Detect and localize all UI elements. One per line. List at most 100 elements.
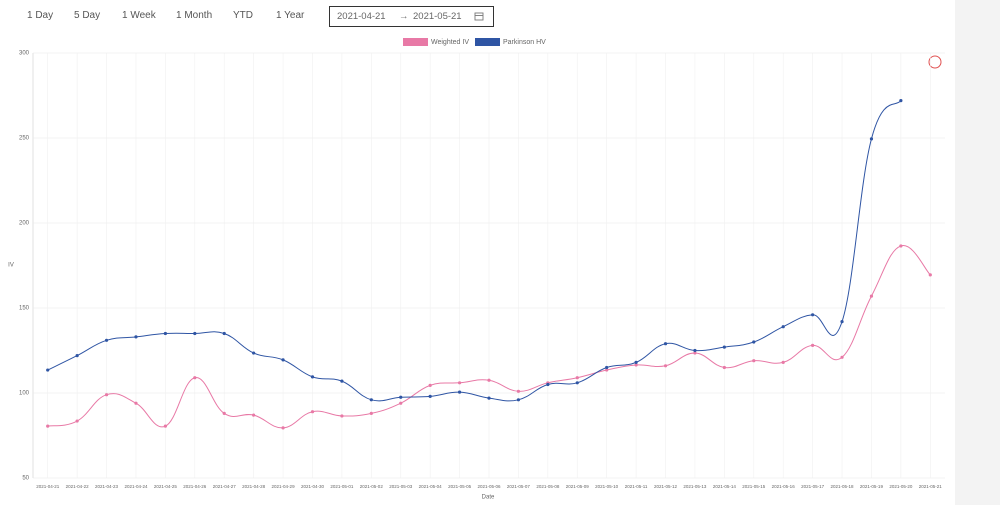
x-tick-label: 2021-04-22 xyxy=(66,484,90,489)
chart: IV Date 50 100 150 200 250 300 2021-04-21 2021-… xyxy=(8,38,945,501)
point xyxy=(369,411,373,415)
point xyxy=(46,368,50,372)
point xyxy=(310,410,315,414)
y-tick-label: 50 xyxy=(22,476,29,482)
point xyxy=(634,363,638,367)
point xyxy=(546,382,550,387)
point xyxy=(605,368,609,372)
y-tick-label: 200 xyxy=(19,221,30,227)
point xyxy=(781,360,785,364)
range-button[interactable]: 1 Month xyxy=(176,10,213,21)
x-tick-label: 2021-05-11 xyxy=(625,484,648,489)
point xyxy=(811,313,815,317)
point xyxy=(104,338,109,342)
x-tick-label: 2021-04-30 xyxy=(301,484,325,489)
x-tick-label: 2021-04-23 xyxy=(95,484,119,489)
point xyxy=(605,365,609,370)
separator: → xyxy=(399,11,409,22)
x-tick-label: 2021-04-24 xyxy=(124,484,148,489)
x-tick-label: 2021-04-21 xyxy=(36,484,60,489)
point xyxy=(752,340,756,344)
x-tick-label: 2021-05-06 xyxy=(477,484,501,489)
point xyxy=(369,398,373,402)
point xyxy=(222,411,226,415)
legend-swatch xyxy=(475,38,500,46)
point xyxy=(46,424,50,428)
point xyxy=(663,342,668,346)
x-tick-label: 2021-05-04 xyxy=(419,484,443,489)
point xyxy=(722,365,726,370)
legend-label: Parkinson HV xyxy=(503,39,546,46)
legend-label: Weighted IV xyxy=(431,39,469,46)
x-tick-label: 2021-05-16 xyxy=(772,484,796,489)
point xyxy=(281,426,285,430)
x-tick-label: 2021-05-14 xyxy=(713,484,737,489)
point xyxy=(428,383,432,387)
point xyxy=(516,398,521,402)
date-range[interactable]: 2021-04-21 → 2021-05-21 xyxy=(329,6,494,27)
point xyxy=(193,331,197,336)
point xyxy=(722,345,726,349)
point xyxy=(752,359,756,363)
x-axis-title: Date xyxy=(482,495,495,501)
point xyxy=(899,244,903,248)
point xyxy=(163,424,167,428)
x-tick-label: 2021-05-20 xyxy=(889,484,913,489)
point xyxy=(781,325,785,329)
y-tick-label: 300 xyxy=(19,51,30,57)
point xyxy=(281,358,285,362)
x-tick-label: 2021-05-03 xyxy=(389,484,413,489)
range-button[interactable]: 1 Week xyxy=(122,10,156,21)
point xyxy=(516,389,521,393)
point xyxy=(252,413,256,417)
x-tick-label: 2021-04-27 xyxy=(213,484,237,489)
point xyxy=(104,393,109,397)
x-tick-label: 2021-05-10 xyxy=(595,484,619,489)
x-tick-label: 2021-05-12 xyxy=(654,484,678,489)
range-button[interactable]: 1 Year xyxy=(276,10,305,21)
y-tick-label: 250 xyxy=(19,136,30,142)
range-button[interactable]: 1 Day xyxy=(27,10,54,21)
point xyxy=(869,294,874,298)
point xyxy=(575,376,579,380)
x-tick-label: 2021-05-09 xyxy=(566,484,590,489)
start-date[interactable]: 2021-04-21 xyxy=(337,11,386,22)
x-tick-label: 2021-05-18 xyxy=(831,484,855,489)
range-button[interactable]: 5 Day xyxy=(74,10,101,21)
point xyxy=(457,390,462,394)
point xyxy=(634,360,638,364)
point xyxy=(899,99,903,103)
point xyxy=(487,378,491,382)
x-tick-label: 2021-05-13 xyxy=(683,484,707,489)
x-tick-label: 2021-04-28 xyxy=(242,484,266,489)
x-tick-label: 2021-04-26 xyxy=(183,484,207,489)
point xyxy=(399,401,403,405)
point xyxy=(693,351,697,355)
point xyxy=(252,351,256,355)
point xyxy=(75,419,79,423)
x-tick-label: 2021-05-05 xyxy=(448,484,472,489)
point xyxy=(75,354,79,358)
x-tick-label: 2021-05-07 xyxy=(507,484,531,489)
point xyxy=(869,137,874,141)
x-tick-label: 2021-04-25 xyxy=(154,484,178,489)
point xyxy=(693,348,697,353)
x-tick-label: 2021-05-21 xyxy=(919,484,943,489)
point xyxy=(399,395,403,399)
calendar-icon[interactable] xyxy=(474,11,484,21)
point xyxy=(193,376,197,380)
x-tick-label: 2021-05-08 xyxy=(536,484,560,489)
x-tick-label: 2021-05-02 xyxy=(360,484,384,489)
point xyxy=(840,355,844,359)
point xyxy=(134,401,138,405)
chart-icon[interactable] xyxy=(928,55,942,69)
point xyxy=(575,381,579,385)
end-date[interactable]: 2021-05-21 xyxy=(413,11,462,22)
point xyxy=(663,364,668,368)
line xyxy=(47,100,902,402)
x-tick-label: 2021-05-15 xyxy=(742,484,766,489)
point xyxy=(310,375,315,379)
y-tick-label: 150 xyxy=(19,306,30,312)
range-button[interactable]: YTD xyxy=(233,10,253,21)
